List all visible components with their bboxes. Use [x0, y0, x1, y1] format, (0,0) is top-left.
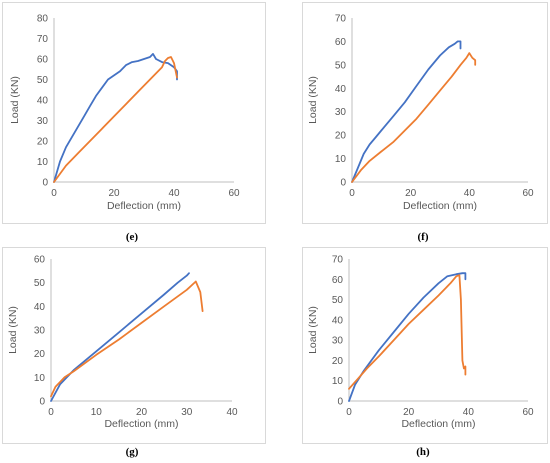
x-tick-label: 40	[464, 188, 476, 199]
x-tick-label: 0	[349, 188, 355, 199]
y-tick-label: 10	[335, 154, 347, 165]
y-tick-label: 60	[34, 255, 46, 266]
y-tick-label: 60	[37, 55, 49, 66]
x-tick-label: 20	[136, 407, 148, 418]
chart-panel-f	[302, 2, 548, 224]
chart-g: 0 10 20 30 40 50 60 0 10 20 30 40 Deflection (mm) Loa…	[7, 255, 238, 431]
y-tick-label: 70	[37, 34, 49, 45]
y-tick-label: 30	[332, 336, 344, 347]
y-tick-label: 0	[337, 397, 343, 408]
x-tick-label: 0	[48, 407, 54, 418]
y-axis-title: Load (KN)	[307, 76, 319, 124]
y-tick-label: 20	[34, 349, 46, 360]
x-tick-label: 40	[168, 188, 180, 199]
y-tick-label: 40	[34, 302, 46, 313]
y-tick-label: 10	[332, 376, 344, 387]
y-tick-label: 50	[332, 295, 344, 306]
panel-label-g: (g)	[125, 446, 139, 458]
series-line-1	[348, 272, 467, 402]
y-tick-label: 60	[332, 275, 344, 286]
x-tick-label: 10	[91, 407, 103, 418]
y-axis-title: Load (KN)	[7, 306, 19, 354]
y-tick-label: 30	[37, 116, 49, 127]
y-axis-title: Load (KN)	[307, 306, 319, 354]
chart-panel-h	[302, 247, 548, 444]
y-tick-label: 60	[335, 37, 347, 48]
y-tick-label: 50	[335, 60, 347, 71]
y-tick-label: 40	[332, 315, 344, 326]
x-axis-title: Deflection (mm)	[401, 418, 475, 430]
chart-f: 0 10 20 30 40 50 60 70 0 20 40 60 Deflection (mm) Loa…	[307, 14, 534, 213]
chart-h: 0 10 20 30 40 50 60 70 0 20 40 60 Deflection (mm) Loa…	[307, 255, 534, 431]
y-axis-title: Load (KN)	[9, 76, 21, 124]
x-tick-label: 0	[346, 407, 352, 418]
x-tick-label: 60	[522, 407, 534, 418]
y-tick-label: 70	[332, 255, 344, 266]
x-axis-title: Deflection (mm)	[403, 200, 477, 212]
y-tick-label: 30	[34, 326, 46, 337]
x-tick-label: 20	[108, 188, 120, 199]
x-axis-title: Deflection (mm)	[107, 200, 181, 212]
y-tick-label: 10	[34, 373, 46, 384]
series-line-2	[50, 280, 204, 398]
panel-label-h: (h)	[416, 446, 430, 458]
x-tick-label: 20	[405, 188, 417, 199]
x-tick-label: 30	[181, 407, 193, 418]
y-tick-label: 70	[335, 14, 347, 25]
x-tick-label: 40	[226, 407, 238, 418]
x-tick-label: 0	[51, 188, 57, 199]
y-tick-label: 50	[34, 278, 46, 289]
series-line-1	[50, 272, 190, 402]
x-axis-title: Deflection (mm)	[104, 418, 178, 430]
chart-panel-g	[2, 247, 266, 444]
y-tick-label: 80	[37, 14, 49, 25]
y-tick-label: 0	[42, 178, 48, 189]
y-tick-label: 20	[335, 131, 347, 142]
chart-panel-e	[2, 2, 266, 224]
y-tick-label: 20	[37, 137, 49, 148]
series-line-2	[53, 56, 178, 183]
y-tick-label: 40	[37, 96, 49, 107]
panel-label-e: (e)	[125, 231, 139, 243]
y-tick-label: 20	[332, 356, 344, 367]
y-tick-label: 10	[37, 157, 49, 168]
series-line-2	[348, 274, 467, 390]
y-tick-label: 0	[340, 178, 346, 189]
y-tick-label: 30	[335, 107, 347, 118]
y-tick-label: 50	[37, 75, 49, 86]
series-line-1	[53, 53, 178, 183]
panel-label-f: (f)	[417, 231, 429, 243]
y-tick-label: 40	[335, 84, 347, 95]
series-line-1	[351, 40, 462, 183]
chart-e: 0 10 20 30 40 50 60 70 80 0 20 40 60 Deflection (mm) L…	[9, 14, 240, 213]
x-tick-label: 60	[522, 188, 534, 199]
series-line-2	[351, 52, 477, 183]
x-tick-label: 40	[463, 407, 475, 418]
x-tick-label: 20	[403, 407, 415, 418]
y-tick-label: 0	[39, 397, 45, 408]
x-tick-label: 60	[228, 188, 240, 199]
